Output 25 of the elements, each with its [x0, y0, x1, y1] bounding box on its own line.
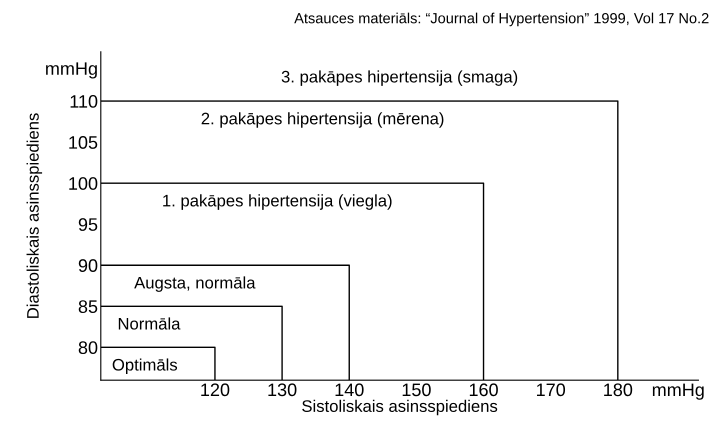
y-axis-title: Diastoliskais asinsspiediens	[26, 113, 42, 318]
series-label: 2. pakāpes hipertensija (mērena)	[202, 112, 444, 128]
x-tick-label: 160	[470, 383, 498, 396]
y-tick-label: 85	[78, 300, 98, 314]
y-tick-label: 90	[78, 259, 98, 272]
series-label: Augsta, normāla	[134, 276, 256, 292]
x-tick-label: mmHg	[652, 384, 704, 400]
y-tick-label: 95	[78, 218, 98, 231]
x-tick-label: 150	[402, 383, 431, 396]
x-tick-label: 130	[268, 383, 296, 396]
x-tick-label: 170	[536, 383, 566, 396]
y-tick-label: 105	[69, 136, 98, 149]
annotation: 3. pakāpes hipertensija (smaga)	[282, 70, 518, 86]
series-label: Optimāls	[112, 358, 178, 374]
text: Atsauces materiāls: “Journal of Hypertension” 1999, Vol 17 No.2	[294, 12, 708, 26]
series-label: 1. pakāpes hipertensija (viegla)	[163, 194, 392, 210]
x-tick-label: 120	[201, 383, 230, 396]
y-tick-label: 80	[78, 341, 98, 354]
x-tick-label: 180	[604, 383, 632, 396]
series-label: Normāla	[118, 317, 180, 330]
y-tick-label: 110	[70, 95, 98, 108]
x-axis-title: Sistoliskais asinsspiediens	[302, 400, 498, 416]
y-tick-label: 100	[69, 177, 98, 190]
y-tick-label: mmHg	[46, 62, 97, 79]
x-tick-label: 140	[336, 383, 364, 396]
